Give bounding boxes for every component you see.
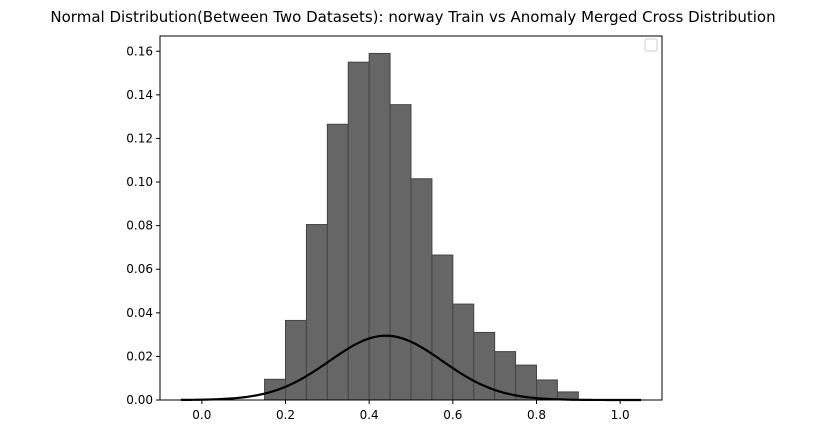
x-tick-label: 0.8	[527, 408, 546, 422]
histogram-bar	[431, 254, 454, 401]
y-tick-label: 0.12	[126, 131, 153, 145]
histogram-bar	[410, 178, 433, 401]
histogram-bar	[515, 364, 537, 401]
y-axis: 0.00 0.02 0.04 0.06 0.08 0.10 0.12 0.14 0.16	[126, 44, 160, 407]
x-tick-label: 0.6	[443, 408, 462, 422]
y-tick-label: 0.04	[126, 306, 153, 320]
histogram-bar	[326, 123, 349, 401]
y-tick-label: 0.00	[126, 393, 153, 407]
y-tick-label: 0.10	[126, 175, 153, 189]
histogram-bar	[536, 379, 558, 401]
y-tick-label: 0.08	[126, 219, 153, 233]
legend-box	[644, 38, 658, 52]
histogram-bar	[389, 104, 412, 401]
histogram-bar	[347, 61, 370, 401]
plot-frame	[159, 35, 663, 401]
y-tick-label: 0.02	[126, 349, 153, 363]
histogram-bar	[285, 319, 307, 401]
x-tick-label: 1.0	[611, 408, 630, 422]
y-tick-label: 0.14	[126, 88, 153, 102]
y-tick-label: 0.06	[126, 262, 153, 276]
x-tick-label: 0.4	[360, 408, 379, 422]
x-tick-label: 0.2	[276, 408, 295, 422]
x-tick-label: 0.0	[192, 408, 211, 422]
histogram-bars	[264, 52, 579, 401]
chart-title: Normal Distribution(Between Two Datasets…	[50, 8, 775, 26]
x-axis: 0.0 0.2 0.4 0.6 0.8 1.0	[192, 400, 630, 422]
histogram-bar	[368, 52, 391, 401]
y-tick-label: 0.16	[126, 44, 153, 58]
histogram-bar	[452, 303, 475, 401]
